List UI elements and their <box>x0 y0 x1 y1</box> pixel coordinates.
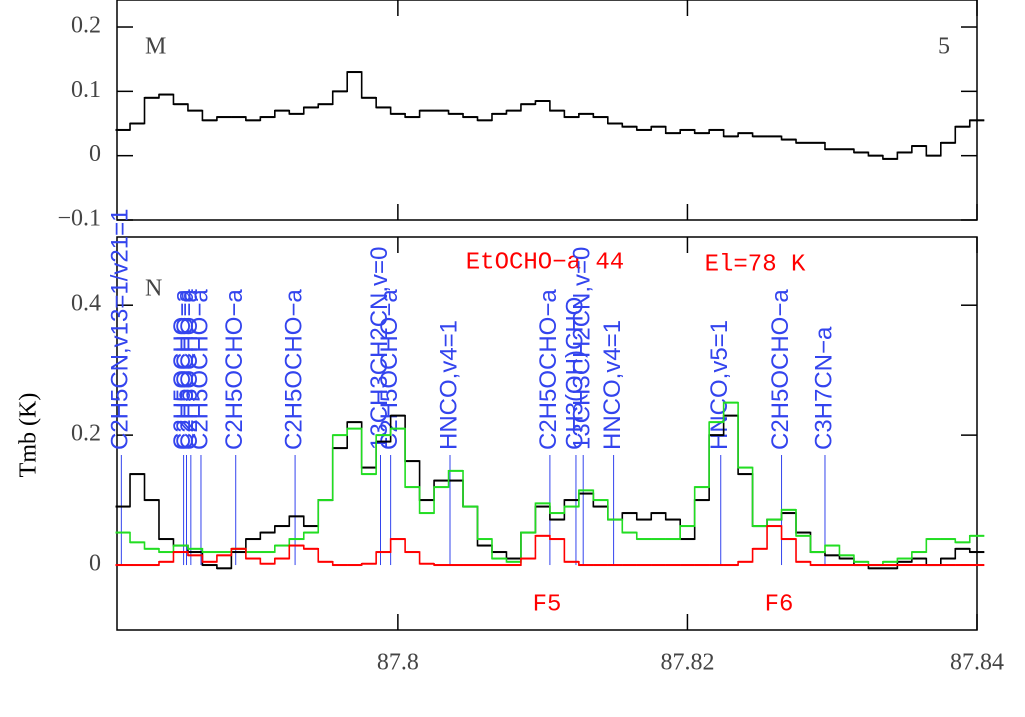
y-tick-label: −0.1 <box>57 206 101 232</box>
chart-title: EtOCHO−a 44 <box>466 249 624 276</box>
line-label: C2H5OCHO−a <box>535 289 562 450</box>
y-tick-label: 0.1 <box>71 77 101 103</box>
line-label: HNCO,v4=1 <box>599 320 626 450</box>
line-label: C2H5OCHO−a <box>376 289 403 450</box>
line-label: C2H5OCHO−a <box>172 289 199 450</box>
y-tick-label: 0 <box>89 551 101 577</box>
line-label: C2H5OCHO−a <box>221 289 248 450</box>
line-label: CH3(OH)CHO <box>561 297 588 450</box>
y-tick-label: 0.4 <box>71 291 101 317</box>
line-label: C2H5OCHO−a <box>186 289 213 450</box>
bottom-panel-frame <box>116 236 978 631</box>
y-axis-label: Tmb (K) <box>16 393 42 478</box>
line-label: 13CH3CH2CN,v=0 <box>366 247 393 450</box>
panel-number: 5 <box>938 34 950 60</box>
feature-label: F6 <box>765 591 794 618</box>
y-tick-label: 0.2 <box>71 13 101 39</box>
step-connector <box>115 71 985 160</box>
line-label: C2H5OCHO−a <box>176 289 203 450</box>
line-label: HNCO,v4=1 <box>435 320 462 450</box>
panel-label: N <box>145 276 162 302</box>
line-label: C2H5OCHO−a <box>767 289 794 450</box>
feature-label: F5 <box>533 591 562 618</box>
panel-label: M <box>145 34 166 60</box>
line-label: C2H5CN,v13=1/v21=1 <box>107 209 134 450</box>
x-tick-label: 87.8 <box>377 650 419 676</box>
x-tick-label: 87.82 <box>660 650 714 676</box>
energy-label: El=78 K <box>705 251 806 278</box>
line-label: 13CH3CH2CN,v=0 <box>569 247 596 450</box>
y-tick-label: 0.2 <box>71 421 101 447</box>
top-panel-frame <box>116 0 978 221</box>
line-label: C2H5OCHO−a <box>280 289 307 450</box>
line-label: HNCO,v5=1 <box>706 320 733 450</box>
y-tick-label: 0 <box>89 141 101 167</box>
x-tick-label: 87.84 <box>950 650 1004 676</box>
line-label: C3H7CN−a <box>810 326 837 450</box>
line-label: C2H5OCHO−a <box>169 289 196 450</box>
